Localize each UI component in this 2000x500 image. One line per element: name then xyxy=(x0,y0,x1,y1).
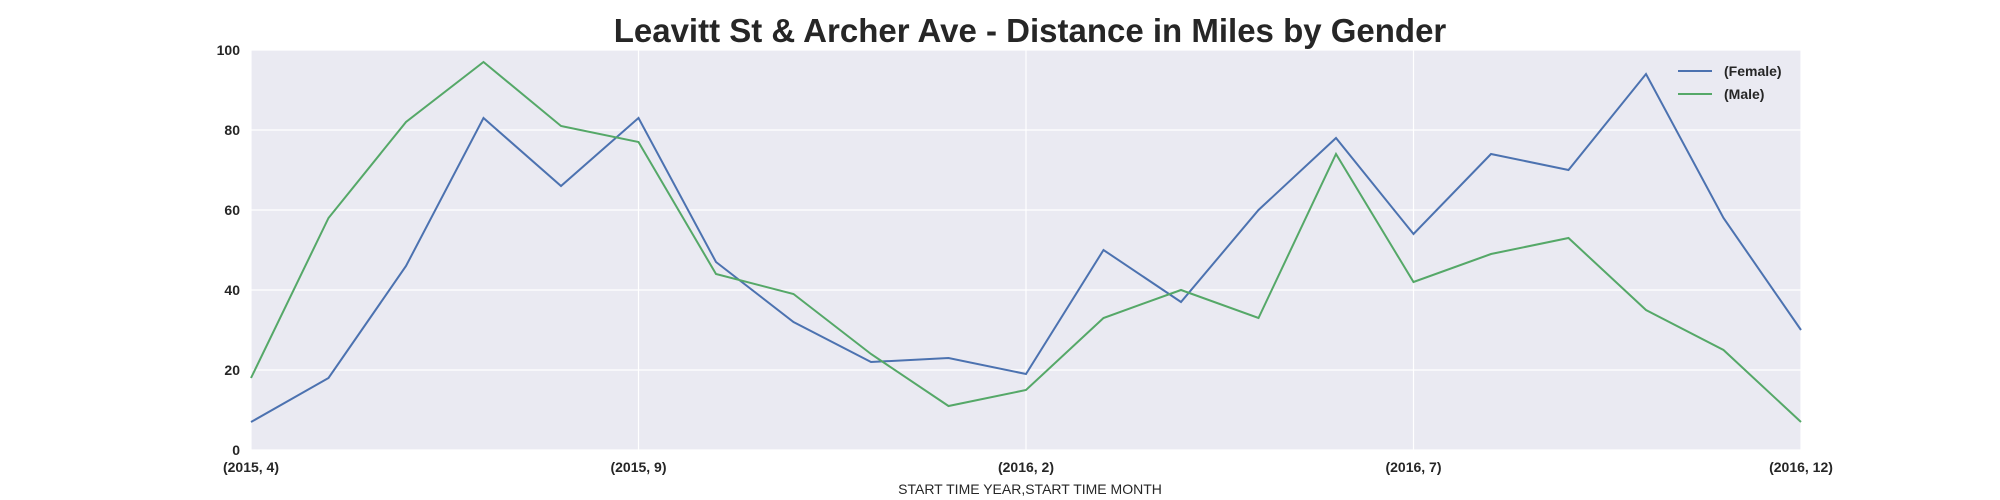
legend-label-male: (Male) xyxy=(1724,86,1764,102)
x-tick-label: (2016, 7) xyxy=(1385,459,1441,475)
x-tick-label: (2016, 2) xyxy=(998,459,1054,475)
y-tick-label: 0 xyxy=(232,442,240,458)
series-line-female xyxy=(250,72,1802,423)
x-tick-label: (2015, 9) xyxy=(610,459,666,475)
legend-label-female: (Female) xyxy=(1724,63,1782,79)
y-tick-label: 100 xyxy=(217,42,241,58)
y-tick-label: 80 xyxy=(224,122,240,138)
y-tick-label: 60 xyxy=(224,202,240,218)
x-tick-label: (2015, 4) xyxy=(223,459,279,475)
y-tick-label: 20 xyxy=(224,362,240,378)
series-line-male xyxy=(250,60,1802,423)
x-axis-label: START TIME YEAR,START TIME MONTH xyxy=(898,481,1162,497)
y-tick-label: 40 xyxy=(224,282,240,298)
x-tick-label: (2016, 12) xyxy=(1769,459,1833,475)
chart-title: Leavitt St & Archer Ave - Distance in Mi… xyxy=(614,12,1447,49)
